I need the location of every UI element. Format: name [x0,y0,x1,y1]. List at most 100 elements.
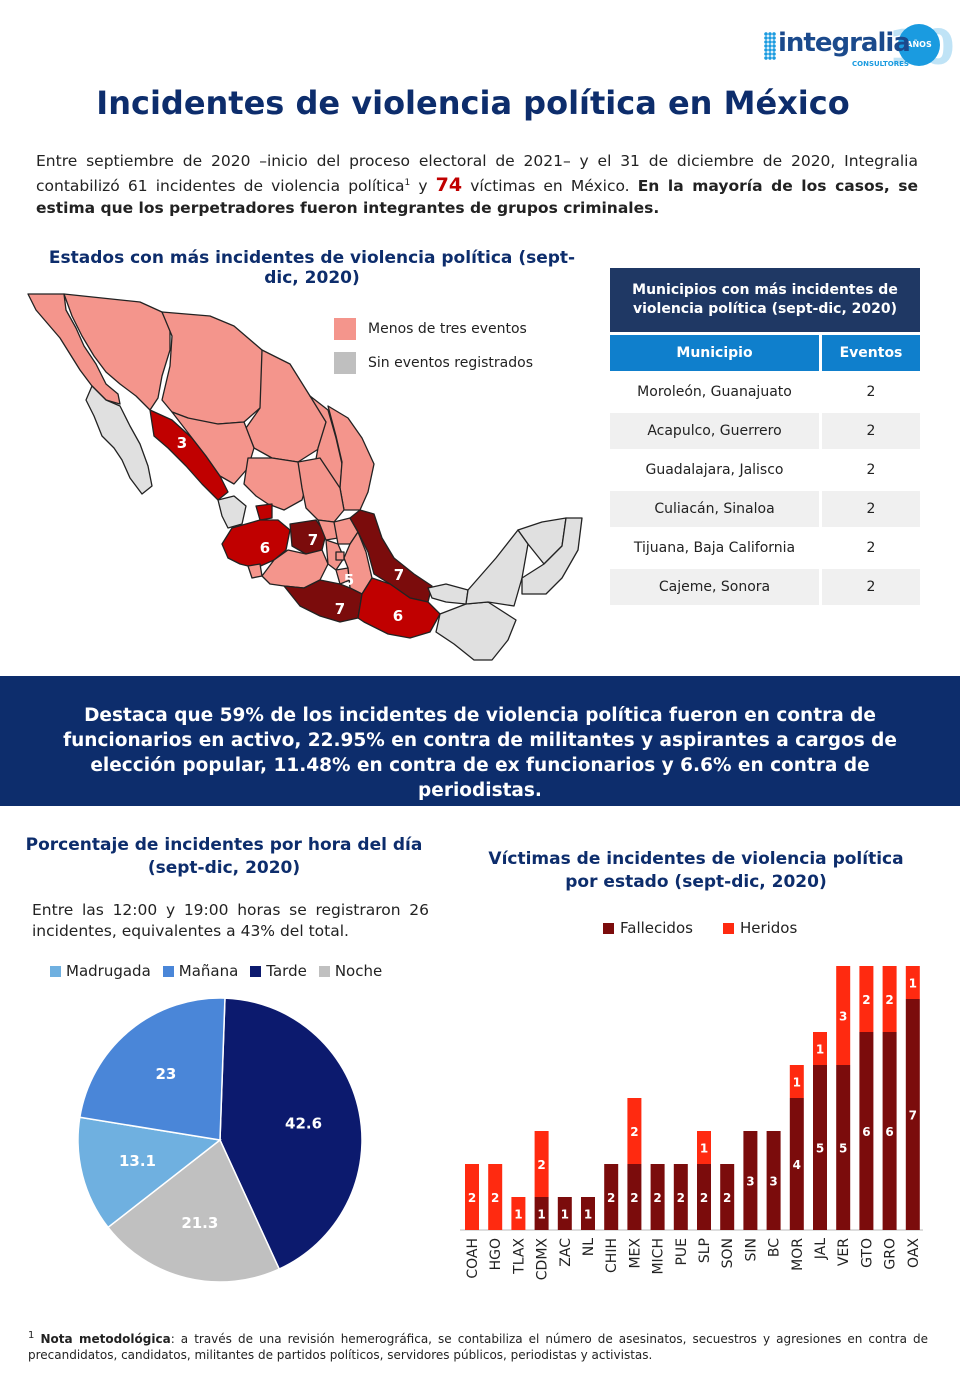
bar-bc-fallecidos [766,1131,781,1230]
bar-title-line2: por estado (sept-dic, 2020) [565,872,827,892]
state-campeche [465,529,529,607]
footnote: 1 Nota metodológica: a través de una rev… [28,1328,928,1363]
bar-slp-heridos [697,1131,711,1164]
bar-legend-swatch [603,922,614,934]
cell-eventos: 2 [866,540,876,556]
pie-legend-item: Mañana [162,962,239,980]
col-municipio: Municipio [610,335,819,371]
municipios-table: Municipios con más incidentes de violenc… [610,268,920,605]
state-ags [255,503,273,521]
bar-category-label: VER [836,1238,852,1266]
table-row: Acapulco, Guerrero 2 [610,413,920,449]
intro-text-2: y [410,177,436,196]
pie-data-label: 21.3 [181,1214,218,1232]
bar-data-label: 6 [885,1125,893,1139]
highlight-banner: Destaca que 59% de los incidentes de vio… [0,676,960,806]
bar-category-label: MEX [627,1238,643,1269]
map-label-sinaloa: 3 [177,434,187,452]
municipios-table-header: Municipio Eventos [610,335,920,371]
pie-legend-label: Tarde [266,962,307,980]
cell-municipio: Culiacán, Sinaloa [610,491,819,527]
pie-data-label: 42.6 [285,1114,322,1132]
bar-data-label: 4 [793,1158,801,1172]
map-legend: Menos de tres eventos Sin eventos regist… [334,318,533,386]
pie-slice-noche [106,1138,281,1283]
bar-data-label: 2 [630,1125,638,1139]
pie-legend: Madrugada Mañana Tarde Noche [50,962,394,980]
bar-category-label: GRO [883,1238,899,1270]
state-mex [325,539,345,571]
bar-slp-fallecidos [697,1164,711,1230]
bar-jal-heridos [813,1032,827,1065]
bar-mex-fallecidos [627,1164,642,1230]
intro-footnote-ref: 1 [404,178,411,188]
logo-name: integralia [778,28,911,58]
bar-category-label: SIN [743,1238,759,1262]
bar-category-label: GTO [859,1238,875,1268]
bar-data-label: 2 [537,1158,545,1172]
map-label-jalisco: 6 [260,539,270,557]
bar-category-label: TLAX [511,1238,527,1275]
state-bc [27,293,121,405]
bar-category-label: COAH [465,1238,481,1279]
cell-municipio: Guadalajara, Jalisco [645,462,784,478]
bar-gto-fallecidos [859,1032,874,1230]
logo-dots [764,32,776,60]
table-row: Cajeme, Sonora 2 [610,569,920,605]
logo-sub: CONSULTORES [852,60,909,68]
bar-chih-fallecidos [604,1164,619,1230]
bar-chart: 2 COAH 2 HGO 1 TLAX 1 2 CDMX 1 ZAC 1 NL 2 CHIH 2 2 MEX 2 MI… [460,966,923,1281]
table-row: Culiacán, Sinaloa 2 [610,491,920,527]
pie-legend-item: Madrugada [50,962,151,980]
pie-data-label: 13.1 [119,1152,156,1170]
intro-bold: En la mayoría de los casos, se estima qu… [36,177,919,218]
bar-data-label: 3 [746,1175,754,1189]
bar-gro-fallecidos [882,1032,897,1230]
state-zacatecas [243,457,309,511]
integralia-logo: 10 AÑOS integralia CONSULTORES [760,20,955,76]
bar-cdmx-fallecidos [534,1197,549,1230]
page-title: Incidentes de violencia política en Méxi… [96,84,850,122]
state-sinaloa [149,409,229,501]
bar-mor-heridos [789,1065,804,1098]
bar-data-label: 2 [653,1191,661,1205]
bar-category-label: BC [767,1238,783,1257]
bar-mex-heridos [627,1098,642,1164]
bar-data-label: 1 [909,977,917,991]
bar-category-label: NL [581,1238,597,1256]
bar-legend: Fallecidos Heridos [603,919,827,937]
cell-eventos: 2 [866,462,876,478]
bar-data-label: 2 [491,1191,499,1205]
pie-legend-swatch [250,965,262,977]
bar-oax-fallecidos [905,999,920,1230]
map-title: Estados con más incidentes de violencia … [48,248,576,288]
pie-title: Porcentaje de incidentes por hora del dí… [20,834,428,880]
bar-data-label: 2 [885,993,893,1007]
pie-legend-label: Madrugada [66,962,151,980]
pie-legend-label: Mañana [178,962,239,980]
bar-category-label: CDMX [535,1238,551,1281]
bar-legend-item: Fallecidos [603,919,693,937]
intro-paragraph: Entre septiembre de 2020 –inicio del pro… [36,150,918,219]
cell-eventos: 2 [822,491,920,527]
bar-ver-heridos [836,966,851,1065]
table-row: Moroleón, Guanajuato 2 [610,374,920,410]
table-row: Guadalajara, Jalisco 2 [610,452,920,488]
intro-text-1: Entre septiembre de 2020 –inicio del pro… [36,152,918,196]
bar-gro-heridos [882,966,897,1032]
bar-category-label: HGO [488,1238,504,1270]
pie-slice-tarde [219,997,363,1271]
legend-label-none: Sin eventos registrados [368,355,533,371]
bar-sin-fallecidos [743,1131,758,1230]
victims-count: 74 [435,174,463,197]
bar-data-label: 6 [862,1125,870,1139]
cell-eventos: 2 [866,384,876,400]
intro-text-3: víctimas en México. [462,177,638,196]
bar-category-label: SLP [697,1238,713,1263]
bar-hgo-heridos [488,1164,503,1230]
bar-nl-fallecidos [581,1197,595,1230]
pie-data-label: 23 [155,1065,176,1083]
bar-data-label: 1 [584,1208,592,1222]
legend-swatch-few [334,318,356,340]
cell-municipio: Tijuana, Baja California [633,540,796,556]
